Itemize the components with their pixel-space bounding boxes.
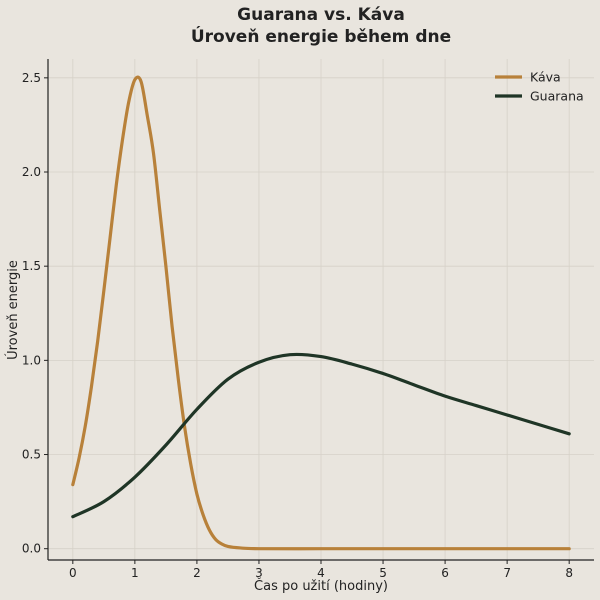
x-tick-label-2: 2 <box>193 566 201 580</box>
series-line-kava <box>71 75 571 551</box>
y-tick-label-5: 2.5 <box>22 71 41 85</box>
y-tick-label-3: 1.5 <box>22 259 41 273</box>
legend-label-kava: Káva <box>530 70 561 85</box>
legend: Káva Guarana <box>495 70 584 104</box>
y-tick-label-0: 0.0 <box>22 542 41 556</box>
x-tick-label-3: 3 <box>255 566 263 580</box>
x-tick-label-6: 6 <box>441 566 449 580</box>
x-tick-label-1: 1 <box>131 566 139 580</box>
x-tick-label-8: 8 <box>565 566 573 580</box>
series-lines <box>71 75 571 551</box>
x-tick-label-0: 0 <box>69 566 77 580</box>
chart-subtitle: Úroveň energie během dne <box>191 25 451 47</box>
legend-label-guarana: Guarana <box>530 89 584 104</box>
axes <box>44 59 594 564</box>
y-tick-label-2: 1.0 <box>22 353 41 367</box>
y-tick-label-1: 0.5 <box>22 448 41 462</box>
x-axis-label: Čas po užití (hodiny) <box>254 578 388 594</box>
y-tick-label-4: 2.0 <box>22 165 41 179</box>
x-tick-label-7: 7 <box>503 566 511 580</box>
x-tick-label-5: 5 <box>379 566 387 580</box>
x-tick-label-4: 4 <box>317 566 325 580</box>
chart-title: Guarana vs. Káva <box>237 5 405 25</box>
y-axis-label: Úroveň energie <box>5 260 21 360</box>
tick-labels: 0 1 2 3 4 5 6 7 8 0.0 0.5 1.0 1.5 2.0 2.5 <box>22 71 573 580</box>
series-line-guarana <box>71 352 571 519</box>
